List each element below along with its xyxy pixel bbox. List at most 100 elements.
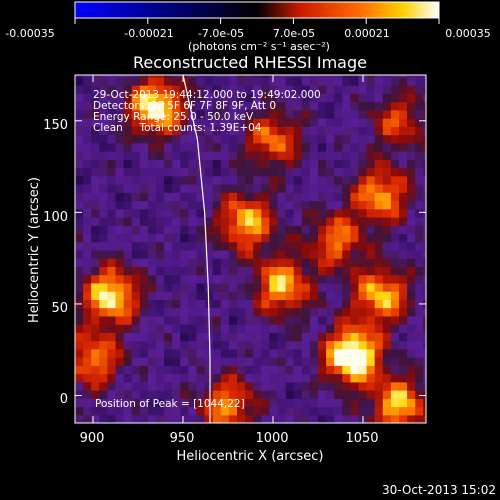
heatmap-cell	[342, 225, 351, 235]
heatmap-cell	[374, 175, 384, 185]
heatmap-cell	[285, 274, 295, 284]
heatmap-cell	[423, 340, 426, 350]
heatmap-cell	[261, 291, 270, 300]
heatmap-cell	[164, 315, 173, 325]
heatmap-cell	[285, 307, 295, 317]
heatmap-cell	[99, 175, 108, 185]
heatmap-cell	[188, 266, 198, 276]
heatmap-cell	[390, 200, 400, 210]
heatmap-cell	[139, 200, 149, 210]
heatmap-cell	[115, 274, 125, 284]
heatmap-cell	[164, 126, 173, 136]
heatmap-cell	[115, 208, 125, 218]
heatmap-cell	[91, 225, 100, 235]
heatmap-cell	[196, 233, 206, 243]
heatmap-cell	[156, 151, 165, 160]
heatmap-cell	[99, 75, 108, 78]
heatmap-cell	[318, 200, 327, 210]
heatmap-cell	[407, 85, 416, 94]
heatmap-cell	[334, 142, 343, 152]
heatmap-cell	[253, 76, 262, 86]
heatmap-cell	[261, 134, 270, 144]
heatmap-cell	[285, 406, 295, 416]
heatmap-cell	[228, 208, 238, 218]
heatmap-cell	[423, 406, 426, 416]
heatmap-cell	[131, 75, 141, 78]
heatmap-cell	[131, 398, 141, 408]
heatmap-cell	[309, 357, 319, 366]
heatmap-cell	[399, 225, 408, 235]
heatmap-cell	[399, 307, 408, 317]
heatmap-cell	[180, 75, 189, 78]
heatmap-cell	[83, 307, 92, 317]
heatmap-cell	[139, 142, 149, 152]
heatmap-cell	[172, 332, 181, 342]
heatmap-cell	[123, 324, 133, 333]
heatmap-cell	[326, 200, 335, 210]
heatmap-cell	[156, 93, 165, 103]
heatmap-cell	[253, 282, 262, 292]
heatmap-cell	[390, 324, 400, 333]
heatmap-cell	[188, 390, 198, 399]
heatmap-cell	[399, 183, 408, 193]
heatmap-cell	[228, 324, 238, 333]
heatmap-cell	[342, 93, 351, 103]
heatmap-cell	[390, 225, 400, 235]
heatmap-cell	[164, 101, 173, 111]
heatmap-cell	[180, 183, 189, 193]
heatmap-cell	[374, 299, 384, 309]
heatmap-cell	[309, 118, 319, 127]
heatmap-cell	[204, 192, 214, 202]
heatmap-cell	[415, 373, 424, 383]
heatmap-cell	[399, 142, 408, 152]
heatmap-cell	[164, 142, 173, 152]
heatmap-cell	[358, 324, 368, 333]
x-tick-label: 950	[170, 431, 195, 446]
heatmap-cell	[253, 200, 262, 210]
heatmap-cell	[277, 142, 287, 152]
heatmap-cell	[156, 134, 165, 144]
heatmap-cell	[156, 126, 165, 136]
heatmap-cell	[269, 299, 279, 309]
heatmap-cell	[301, 126, 311, 136]
heatmap-cell	[301, 390, 311, 399]
heatmap-cell	[350, 332, 360, 342]
heatmap-cell	[407, 249, 416, 259]
heatmap-cell	[83, 398, 92, 408]
heatmap-cell	[277, 398, 287, 408]
heatmap-cell	[415, 75, 424, 78]
heatmap-cell	[220, 241, 230, 251]
heatmap-cell	[390, 167, 400, 177]
heatmap-cell	[309, 192, 319, 202]
heatmap-cell	[301, 373, 311, 383]
heatmap-cell	[228, 142, 238, 152]
heatmap-cell	[334, 381, 343, 391]
heatmap-cell	[99, 414, 108, 423]
heatmap-cell	[83, 200, 92, 210]
heatmap-cell	[99, 348, 108, 358]
heatmap-cell	[237, 192, 246, 202]
heatmap-cell	[156, 315, 165, 325]
heatmap-cell	[220, 406, 230, 416]
heatmap-cell	[91, 101, 100, 111]
heatmap-cell	[91, 93, 100, 103]
heatmap-cell	[342, 282, 351, 292]
heatmap-cell	[350, 93, 360, 103]
heatmap-cell	[390, 109, 400, 119]
heatmap-cell	[75, 85, 84, 94]
heatmap-cell	[245, 75, 254, 78]
heatmap-cell	[253, 167, 262, 177]
heatmap-cell	[399, 390, 408, 399]
heatmap-cell	[342, 142, 351, 152]
heatmap-cell	[188, 75, 198, 78]
heatmap-cell	[204, 233, 214, 243]
heatmap-cell	[253, 315, 262, 325]
heatmap-cell	[366, 151, 376, 160]
time-range-label: 29-Oct-2013 19:44:12.000 to 19:49:02.000	[93, 89, 321, 101]
heatmap-cell	[342, 216, 351, 226]
heatmap-cell	[342, 233, 351, 243]
heatmap-cell	[399, 159, 408, 169]
heatmap-cell	[309, 216, 319, 226]
heatmap-cell	[123, 208, 133, 218]
heatmap-cell	[196, 340, 206, 350]
